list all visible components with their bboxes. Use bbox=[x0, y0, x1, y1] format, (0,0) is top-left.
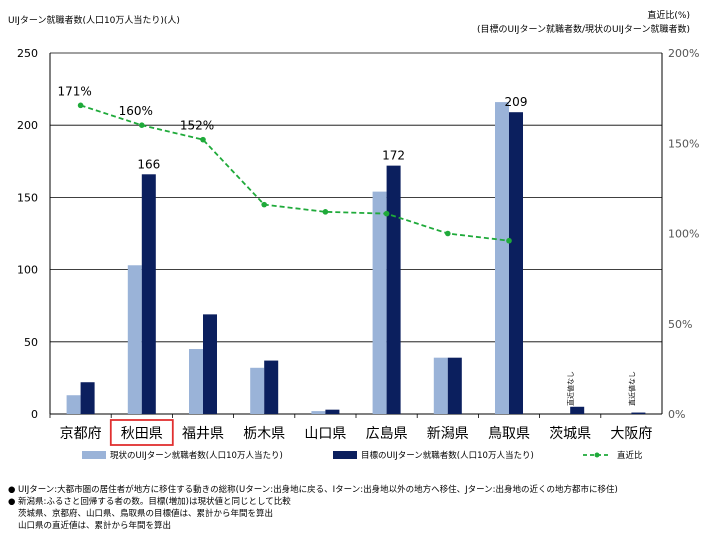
bar-target bbox=[386, 165, 401, 414]
x-tick-label: 茨城県 bbox=[549, 426, 591, 442]
bar-current bbox=[311, 411, 326, 414]
bar-current bbox=[189, 349, 203, 414]
note-text: UIJターン:大都市圏の居住者が地方に移住する動きの総称(Uターン:出身地に戻る… bbox=[18, 485, 618, 495]
no-data-label: 直近値なし bbox=[566, 371, 575, 406]
y-tick-label-right: 150% bbox=[668, 137, 699, 150]
right-axis-subtitle: (目標のUIJターン就職者数/現状のUIJターン就職者数) bbox=[477, 25, 690, 35]
note-bullet: ● bbox=[8, 485, 16, 495]
x-tick-label: 山口県 bbox=[304, 426, 346, 442]
bar-data-label: 209 bbox=[505, 95, 528, 109]
highlight-box bbox=[109, 419, 174, 446]
bar-target bbox=[141, 174, 156, 414]
line-point bbox=[383, 210, 390, 217]
line-data-label: 171% bbox=[57, 84, 91, 98]
x-tick-label: 大阪府 bbox=[610, 426, 652, 442]
right-axis-title: 直近比(%) bbox=[647, 11, 690, 21]
note-text: 茨城県、京都府、山口県、鳥取県の目標値は、累計から年間を算出 bbox=[18, 509, 274, 519]
note-line: 山口県の直近値は、累計から年間を算出 bbox=[8, 520, 618, 532]
x-tick-label: 新潟県 bbox=[427, 426, 469, 442]
legend-label: 現状のUIJターン就職者数(人口10万人当たり) bbox=[110, 450, 283, 461]
line-point bbox=[506, 237, 512, 244]
bar-target bbox=[631, 412, 646, 414]
x-tick-label: 福井県 bbox=[182, 426, 224, 442]
bar-current bbox=[66, 395, 81, 414]
x-tick-label: 広島県 bbox=[366, 426, 408, 442]
y-tick-label-left: 200 bbox=[17, 119, 38, 132]
bar-data-label: 166 bbox=[137, 157, 160, 171]
y-tick-label-left: 250 bbox=[17, 47, 38, 60]
bar-target bbox=[570, 406, 585, 414]
y-tick-label-left: 50 bbox=[24, 336, 38, 349]
left-axis-title: UIJターン就職者数(人口10万人当たり)(人) bbox=[8, 16, 180, 26]
y-tick-label-left: 150 bbox=[17, 191, 38, 204]
no-data-label: 直近値なし bbox=[627, 371, 636, 406]
note-line: ● 新潟県:ふるさと回帰する者の数。目標(増加)は現状値と同じとして比較 bbox=[8, 496, 618, 508]
x-tick-label: 栃木県 bbox=[243, 426, 285, 442]
legend-swatch bbox=[333, 451, 357, 459]
legend-swatch bbox=[82, 451, 106, 459]
x-tick-label: 鳥取県 bbox=[488, 426, 530, 442]
note-text: 山口県の直近値は、累計から年間を算出 bbox=[18, 521, 172, 531]
bar-target bbox=[447, 357, 462, 414]
line-point bbox=[322, 209, 329, 215]
line-ratio bbox=[80, 104, 510, 242]
x-tick-label: 京都府 bbox=[60, 426, 102, 442]
y-tick-label-right: 50% bbox=[668, 318, 692, 331]
line-point bbox=[200, 136, 206, 143]
y-tick-label-right: 200% bbox=[668, 47, 699, 60]
bar-current bbox=[433, 357, 448, 414]
legend-label: 直近比 bbox=[617, 450, 643, 461]
y-tick-label-right: 100% bbox=[668, 228, 699, 241]
y-tick-label-left: 100 bbox=[17, 264, 38, 277]
note-line: ● UIJターン:大都市圏の居住者が地方に移住する動きの総称(Uターン:出身地に戻… bbox=[8, 484, 618, 496]
bar-target bbox=[509, 112, 523, 414]
note-text: 新潟県:ふるさと回帰する者の数。目標(増加)は現状値と同じとして比較 bbox=[18, 497, 291, 507]
line-data-label: 160% bbox=[119, 104, 153, 118]
line-point bbox=[77, 102, 84, 109]
bar-target bbox=[80, 382, 95, 414]
line-data-label: 152% bbox=[180, 119, 214, 133]
bar-target bbox=[325, 409, 340, 414]
note-line: 茨城県、京都府、山口県、鳥取県の目標値は、累計から年間を算出 bbox=[8, 508, 618, 520]
bar-target bbox=[264, 360, 279, 414]
bar-current bbox=[127, 265, 142, 414]
x-tick-label: 秋田県 bbox=[121, 426, 163, 442]
note-bullet: ● bbox=[8, 497, 16, 507]
line-point bbox=[139, 122, 145, 128]
y-tick-label-right: 0% bbox=[668, 408, 685, 421]
legend-marker bbox=[594, 452, 600, 458]
y-tick-label-left: 0 bbox=[31, 408, 38, 421]
bar-current bbox=[372, 191, 387, 414]
line-point bbox=[261, 201, 268, 208]
bar-data-label: 172 bbox=[382, 149, 405, 163]
legend-label: 目標のUIJターン就職者数(人口10万人当たり) bbox=[361, 450, 534, 461]
chart-canvas: 0 50 100 150 200 250 0% 50% 100% 150% 200% 京都府 秋田県 福井… bbox=[17, 47, 699, 461]
bar-target bbox=[203, 314, 217, 414]
notes: ● UIJターン:大都市圏の居住者が地方に移住する動きの総称(Uターン:出身地に戻… bbox=[8, 484, 618, 532]
bar-current bbox=[250, 367, 265, 414]
line-point bbox=[445, 230, 451, 237]
bar-current bbox=[495, 102, 509, 414]
